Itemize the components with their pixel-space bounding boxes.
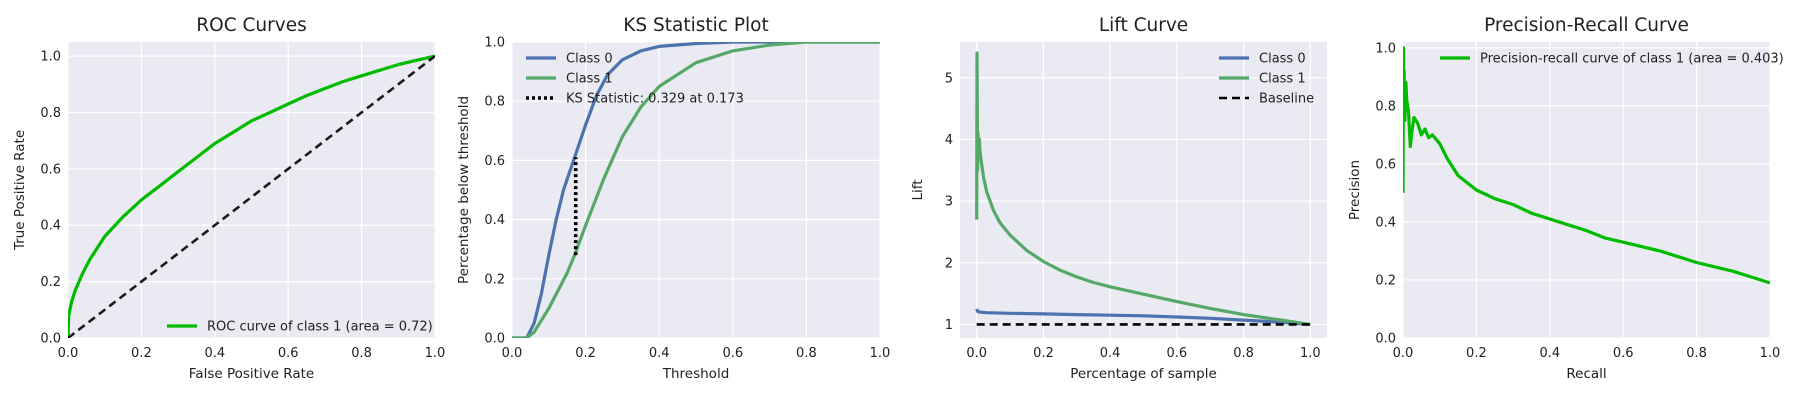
chart-panel-4: 0.0 0.2 0.4 0.6 0.8 1.0 0.0 0.2 0.4 0.6 0.8 1.0 Prec…	[1347, 15, 1784, 382]
chart-panel-2: 0.0 0.2 0.4 0.6 0.8 1.0 0.0 0.2 0.4 0.6 0.8 1.0 KS S…	[456, 15, 890, 382]
y-tick-label: 0.0	[40, 332, 61, 347]
x-tick-label: 0.8	[796, 346, 817, 361]
y-tick-label: 5	[945, 71, 953, 86]
chart-panel-3: 0.0 0.2 0.4 0.6 0.8 1.0 1 2 3 4 5 Lift Curve Percent…	[910, 15, 1327, 382]
x-tick-label: 0.8	[351, 346, 372, 361]
x-axis-label: Threshold	[662, 366, 730, 382]
x-tick-label: 0.4	[1539, 346, 1560, 361]
legend: Class 0 Class 1 Baseline	[1219, 52, 1314, 107]
x-tick-label: 1.0	[1760, 346, 1781, 361]
y-tick-label: 0.0	[1375, 332, 1396, 347]
x-tick-label: 0.6	[1613, 346, 1634, 361]
y-axis-label: True Positive Rate	[12, 130, 28, 251]
x-tick-label: 0.4	[1100, 346, 1121, 361]
y-tick-label: 1.0	[1375, 41, 1396, 56]
series-line-1	[512, 42, 880, 338]
x-tick-label: 0.6	[278, 346, 299, 361]
legend-label: KS Statistic: 0.329 at 0.173	[566, 92, 744, 107]
x-tick-label: 0.4	[204, 346, 225, 361]
y-axis-label: Precision	[1347, 160, 1363, 220]
y-tick-label: 0.6	[40, 162, 61, 177]
x-tick-label: 0.2	[1033, 346, 1054, 361]
plot-area	[1403, 42, 1770, 338]
legend: Class 0 Class 1 KS Statistic: 0.329 at 0.1…	[526, 52, 744, 107]
legend-label: Precision-recall curve of class 1 (area …	[1480, 52, 1784, 67]
x-tick-label: 0.8	[1233, 346, 1254, 361]
legend-label: ROC curve of class 1 (area = 0.72)	[207, 320, 433, 335]
x-tick-label: 0.0	[1393, 346, 1414, 361]
y-tick-label: 0.2	[40, 275, 61, 290]
plot-area	[960, 42, 1327, 338]
x-tick-label: 1.0	[425, 346, 446, 361]
series-line-2	[975, 51, 1311, 326]
plot-area	[68, 42, 435, 338]
x-tick-label: 0.2	[1466, 346, 1487, 361]
y-tick-label: 0.4	[40, 219, 61, 234]
x-axis-label: Percentage of sample	[1070, 366, 1217, 382]
chart-title: Precision-Recall Curve	[1484, 15, 1689, 36]
y-tick-label: 1.0	[40, 50, 61, 65]
y-tick-label: 0.8	[484, 95, 505, 110]
x-tick-label: 0.4	[649, 346, 670, 361]
series-line-2	[512, 42, 880, 338]
series-line-1	[68, 54, 435, 338]
chart-panel-1: 0.0 0.2 0.4 0.6 0.8 1.0 0.0 0.2 0.4 0.6 0.8 1.0 ROC …	[12, 15, 445, 382]
y-tick-label: 0.2	[484, 272, 505, 287]
x-tick-label: 1.0	[1300, 346, 1321, 361]
x-tick-label: 0.2	[575, 346, 596, 361]
y-tick-label: 2	[945, 256, 953, 271]
legend: Precision-recall curve of class 1 (area …	[1440, 52, 1784, 67]
y-tick-label: 0.6	[484, 154, 505, 169]
series-line-1	[1403, 46, 1770, 285]
chart-title: ROC Curves	[196, 15, 306, 36]
legend-label: Class 1	[1259, 72, 1306, 87]
y-tick-label: 0.6	[1375, 157, 1396, 172]
y-axis-label: Lift	[910, 179, 926, 200]
x-tick-label: 0.0	[502, 346, 523, 361]
y-tick-label: 4	[945, 133, 953, 148]
y-tick-label: 1.0	[484, 36, 505, 51]
chart-title: Lift Curve	[1099, 15, 1188, 36]
chart-title: KS Statistic Plot	[623, 15, 768, 36]
x-tick-label: 0.6	[1167, 346, 1188, 361]
y-tick-label: 0.4	[484, 213, 505, 228]
legend-label: Class 0	[566, 52, 613, 67]
series-line-1	[975, 308, 1311, 326]
x-axis-label: False Positive Rate	[189, 366, 314, 382]
x-tick-label: 0.0	[58, 346, 79, 361]
y-tick-label: 1	[945, 318, 953, 333]
y-tick-label: 0.8	[1375, 99, 1396, 114]
x-tick-label: 0.6	[722, 346, 743, 361]
y-tick-label: 0.8	[40, 106, 61, 121]
x-tick-label: 0.0	[966, 346, 987, 361]
legend: ROC curve of class 1 (area = 0.72)	[167, 320, 433, 335]
x-tick-label: 1.0	[870, 346, 891, 361]
plot-area	[512, 42, 880, 338]
legend-label: Class 0	[1259, 52, 1306, 67]
x-axis-label: Recall	[1566, 366, 1606, 382]
y-tick-label: 0.0	[484, 332, 505, 347]
legend-label: Class 1	[566, 72, 613, 87]
x-tick-label: 0.8	[1686, 346, 1707, 361]
y-tick-label: 0.2	[1375, 273, 1396, 288]
legend-label: Baseline	[1259, 92, 1314, 107]
y-axis-label: Percentage below threshold	[456, 96, 472, 284]
y-tick-label: 0.4	[1375, 215, 1396, 230]
y-tick-label: 3	[945, 195, 953, 210]
x-tick-label: 0.2	[131, 346, 152, 361]
